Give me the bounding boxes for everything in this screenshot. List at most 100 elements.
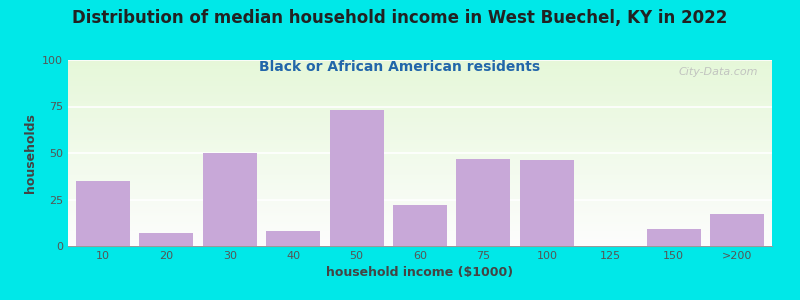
Bar [68, 79, 772, 80]
Bar [68, 238, 772, 240]
Bar [68, 133, 772, 134]
Bar [68, 151, 772, 153]
Bar [68, 140, 772, 142]
Bar [68, 90, 772, 92]
Bar [68, 82, 772, 84]
Bar [68, 237, 772, 239]
Bar [520, 160, 574, 246]
Bar [68, 168, 772, 170]
Bar [68, 73, 772, 75]
Bar [68, 119, 772, 122]
Bar [68, 159, 772, 161]
Bar [68, 129, 772, 131]
Bar [68, 80, 772, 82]
Bar [68, 146, 772, 147]
Bar [68, 166, 772, 168]
Bar [68, 69, 772, 71]
Bar [68, 60, 772, 62]
Bar [68, 162, 772, 164]
Bar [68, 184, 772, 187]
Bar [68, 196, 772, 198]
Bar [68, 108, 772, 110]
Bar [68, 183, 772, 184]
Bar [68, 71, 772, 73]
Bar [68, 214, 772, 216]
Bar [68, 177, 772, 179]
Bar [68, 157, 772, 159]
Bar [68, 138, 772, 140]
Bar [68, 75, 772, 77]
Bar [68, 226, 772, 227]
Bar [68, 160, 772, 162]
Bar [330, 110, 383, 246]
Bar [68, 231, 772, 233]
Bar [68, 201, 772, 203]
Bar [68, 127, 772, 129]
Text: Black or African American residents: Black or African American residents [259, 60, 541, 74]
Bar [139, 233, 194, 246]
Bar [68, 144, 772, 146]
Bar [68, 92, 772, 94]
Y-axis label: households: households [23, 113, 37, 193]
Text: Distribution of median household income in West Buechel, KY in 2022: Distribution of median household income … [72, 9, 728, 27]
Bar [68, 173, 772, 175]
Bar [68, 136, 772, 138]
Bar [393, 205, 447, 246]
Bar [68, 224, 772, 226]
Bar [68, 131, 772, 133]
Bar [68, 235, 772, 237]
Bar [68, 147, 772, 149]
Bar [68, 198, 772, 200]
Bar [68, 123, 772, 125]
Bar [68, 62, 772, 64]
Bar [68, 188, 772, 190]
Bar [68, 187, 772, 188]
Bar [68, 110, 772, 112]
Bar [68, 68, 772, 69]
Bar [68, 86, 772, 88]
Bar [68, 172, 772, 173]
Bar [457, 159, 510, 246]
Bar [68, 116, 772, 118]
Bar [68, 95, 772, 97]
Bar [68, 155, 772, 157]
Bar [68, 64, 772, 66]
Bar [68, 88, 772, 90]
Bar [68, 125, 772, 127]
Bar [68, 190, 772, 192]
Bar [710, 214, 764, 246]
Bar [68, 212, 772, 214]
Bar [68, 175, 772, 177]
Bar [68, 142, 772, 144]
Bar [68, 164, 772, 166]
Bar [68, 203, 772, 205]
Bar [68, 101, 772, 103]
Bar [68, 242, 772, 244]
Bar [68, 103, 772, 105]
Bar [68, 207, 772, 209]
Bar [68, 105, 772, 106]
Bar [646, 229, 701, 246]
Bar [68, 209, 772, 211]
Bar [202, 153, 257, 246]
Bar [68, 112, 772, 114]
Bar [68, 220, 772, 222]
Bar [68, 77, 772, 79]
X-axis label: household income ($1000): household income ($1000) [326, 266, 514, 279]
Bar [68, 205, 772, 207]
Bar [68, 218, 772, 220]
Bar [68, 179, 772, 181]
Bar [68, 200, 772, 201]
Bar [68, 66, 772, 68]
Text: City-Data.com: City-Data.com [678, 68, 758, 77]
Bar [68, 153, 772, 155]
Bar [68, 229, 772, 231]
Bar [266, 231, 320, 246]
Bar [68, 118, 772, 119]
Bar [68, 244, 772, 246]
Bar [68, 194, 772, 196]
Bar [68, 181, 772, 183]
Bar [68, 240, 772, 242]
Bar [68, 84, 772, 86]
Bar [68, 114, 772, 116]
